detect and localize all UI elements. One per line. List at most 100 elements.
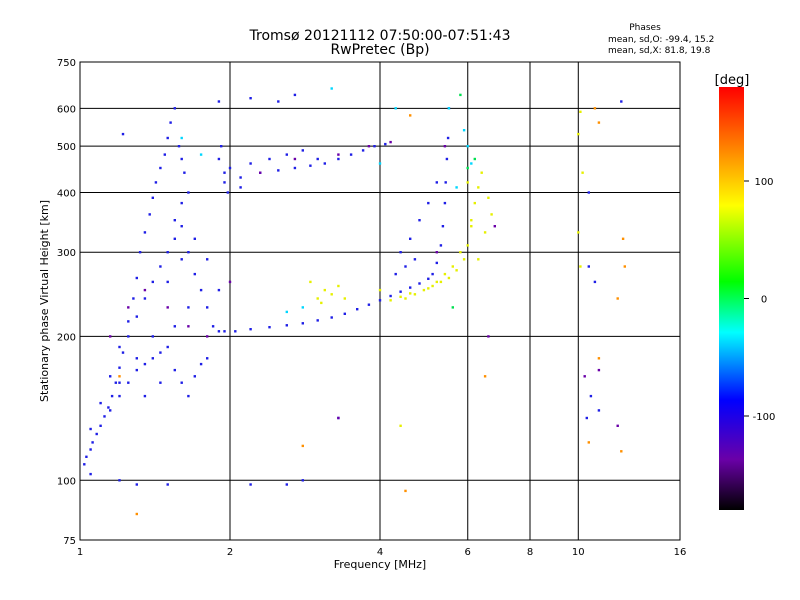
data-point bbox=[316, 319, 319, 322]
data-point bbox=[466, 145, 469, 148]
data-point bbox=[330, 293, 333, 296]
data-points bbox=[83, 87, 626, 516]
data-point bbox=[343, 297, 346, 300]
data-point bbox=[199, 362, 203, 366]
data-point bbox=[378, 288, 382, 292]
data-point bbox=[159, 351, 162, 354]
data-point bbox=[616, 424, 619, 427]
data-point bbox=[587, 191, 590, 194]
data-point bbox=[187, 191, 190, 194]
data-point bbox=[623, 265, 626, 268]
data-point bbox=[487, 196, 490, 199]
data-point bbox=[193, 375, 196, 378]
data-point bbox=[418, 282, 421, 285]
data-point bbox=[399, 295, 402, 298]
data-point bbox=[118, 381, 121, 384]
data-point bbox=[151, 357, 154, 360]
data-point bbox=[199, 153, 203, 156]
data-point bbox=[85, 455, 88, 458]
x-tick-labels: 1 2 4 6 8 10 16 bbox=[77, 547, 687, 558]
data-point bbox=[177, 145, 181, 148]
data-point bbox=[445, 157, 449, 161]
data-point bbox=[118, 394, 121, 398]
data-point bbox=[330, 87, 333, 90]
data-point bbox=[447, 107, 451, 110]
data-point bbox=[597, 368, 601, 372]
data-point bbox=[367, 145, 371, 148]
data-point bbox=[89, 427, 92, 431]
data-point bbox=[148, 213, 151, 216]
data-point bbox=[431, 272, 434, 276]
data-point bbox=[249, 328, 252, 331]
data-point bbox=[466, 181, 469, 184]
data-point bbox=[217, 330, 221, 333]
data-point bbox=[404, 265, 407, 268]
data-point bbox=[435, 251, 438, 254]
data-point bbox=[378, 299, 382, 302]
data-point bbox=[121, 132, 125, 136]
y-tick-label: 200 bbox=[57, 332, 76, 343]
data-point bbox=[99, 401, 102, 405]
data-point bbox=[597, 409, 601, 412]
plot-frame bbox=[79, 61, 681, 541]
data-point bbox=[151, 196, 154, 199]
data-point bbox=[373, 145, 376, 148]
data-point bbox=[143, 362, 147, 366]
data-point bbox=[301, 444, 304, 448]
data-point bbox=[127, 306, 130, 309]
data-point bbox=[223, 330, 226, 333]
data-point bbox=[109, 409, 112, 412]
x-axis-label: Frequency [MHz] bbox=[334, 558, 426, 571]
data-point bbox=[301, 479, 304, 482]
data-point bbox=[361, 149, 365, 152]
data-point bbox=[459, 251, 462, 254]
data-point bbox=[159, 265, 162, 268]
data-point bbox=[470, 219, 473, 222]
data-point bbox=[169, 121, 172, 124]
data-point bbox=[439, 244, 443, 247]
data-point bbox=[399, 251, 402, 254]
data-point bbox=[193, 272, 196, 276]
y-tick-label: 100 bbox=[57, 476, 76, 487]
data-point bbox=[163, 153, 166, 156]
x-tick-label: 6 bbox=[465, 547, 471, 558]
data-point bbox=[206, 357, 209, 360]
data-point bbox=[183, 171, 186, 174]
data-point bbox=[173, 237, 176, 240]
data-point bbox=[143, 231, 147, 234]
data-point bbox=[180, 157, 183, 161]
data-point bbox=[427, 287, 430, 290]
data-point bbox=[151, 280, 154, 284]
data-point bbox=[621, 237, 625, 240]
data-point bbox=[166, 483, 169, 486]
data-point bbox=[337, 416, 340, 420]
data-point bbox=[118, 375, 121, 378]
data-point bbox=[173, 219, 176, 222]
data-point bbox=[301, 149, 304, 152]
data-point bbox=[585, 416, 588, 420]
data-point bbox=[159, 166, 162, 170]
data-point bbox=[409, 292, 412, 295]
data-point bbox=[173, 368, 176, 372]
data-point bbox=[135, 357, 138, 360]
data-point bbox=[83, 463, 86, 466]
data-point bbox=[462, 258, 466, 261]
data-point bbox=[409, 237, 412, 240]
data-point bbox=[323, 162, 326, 165]
data-point bbox=[166, 280, 169, 284]
data-point bbox=[309, 280, 312, 284]
data-point bbox=[187, 394, 190, 398]
data-point bbox=[293, 157, 297, 161]
data-point bbox=[166, 251, 169, 254]
data-point bbox=[384, 142, 387, 146]
data-point bbox=[301, 306, 304, 309]
data-point bbox=[228, 280, 232, 284]
data-point bbox=[301, 322, 304, 325]
data-point bbox=[199, 288, 203, 292]
data-point bbox=[597, 357, 601, 360]
colorbar bbox=[719, 87, 744, 510]
data-point bbox=[620, 450, 623, 453]
data-point bbox=[121, 351, 125, 354]
colorbar-tick-label: 100 bbox=[754, 177, 773, 188]
data-point bbox=[309, 164, 312, 167]
